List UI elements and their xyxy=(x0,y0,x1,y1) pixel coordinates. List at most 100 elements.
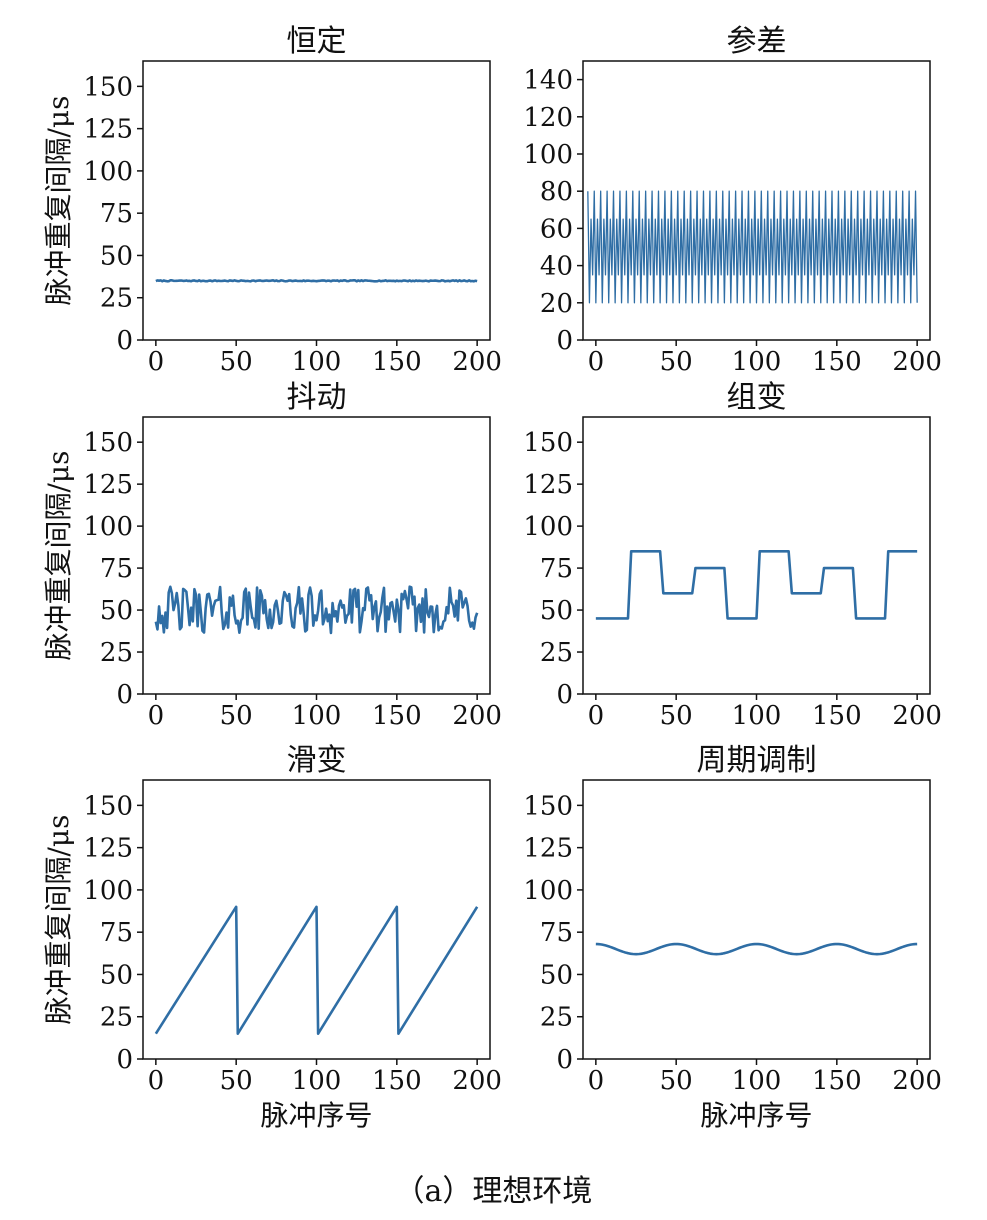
y-tick-label: 40 xyxy=(540,252,573,282)
y-tick-label: 75 xyxy=(540,918,573,948)
x-tick-label: 100 xyxy=(292,347,342,377)
series-line xyxy=(595,550,918,620)
x-tick-label: 200 xyxy=(452,1066,502,1096)
y-tick-label: 150 xyxy=(83,428,133,458)
series-line xyxy=(154,585,479,635)
x-tick-label: 50 xyxy=(220,701,253,731)
x-tick-label: 150 xyxy=(372,1066,422,1096)
y-tick-label: 0 xyxy=(556,1045,573,1075)
figure-caption: （a）理想环境 xyxy=(394,1174,593,1209)
y-axis-label: 脉冲重复间隔/μs xyxy=(42,95,75,305)
chart-title: 抖动 xyxy=(287,380,347,415)
y-tick-label: 60 xyxy=(540,214,573,244)
x-tick-label: 200 xyxy=(892,701,942,731)
x-tick-label: 0 xyxy=(588,701,605,731)
chart-panel-2: 参差 0 50 100 150 200 0 20 40 60 80 100 120 140 xyxy=(523,24,942,377)
series-line xyxy=(587,190,918,304)
y-tick-label: 20 xyxy=(540,289,573,319)
axes-frame xyxy=(582,779,931,1060)
x-tick-label: 200 xyxy=(892,1066,942,1096)
y-tick-label: 75 xyxy=(100,199,133,229)
x-tick-label: 150 xyxy=(372,701,422,731)
x-tick-label: 100 xyxy=(732,347,782,377)
y-tick-label: 100 xyxy=(523,140,573,170)
chart-title: 参差 xyxy=(727,24,787,59)
y-tick-label: 75 xyxy=(540,554,573,584)
y-axis-label: 脉冲重复间隔/μs xyxy=(42,450,75,660)
figure-svg: 恒定0 50 100 150 2000255075100125150脉冲重复间隔/μs参… xyxy=(42,24,942,1132)
x-axis-label: 脉冲序号 xyxy=(700,1099,812,1132)
y-tick-label: 150 xyxy=(523,428,573,458)
y-tick-label: 100 xyxy=(523,876,573,906)
x-tick-label: 100 xyxy=(292,1066,342,1096)
y-tick-label: 50 xyxy=(540,596,573,626)
y-tick-label: 0 xyxy=(116,326,133,356)
x-tick-label: 150 xyxy=(812,701,862,731)
x-tick-label: 0 xyxy=(588,347,605,377)
y-tick-label: 50 xyxy=(540,960,573,990)
y-tick-label: 75 xyxy=(100,554,133,584)
axes-frame xyxy=(142,60,491,341)
y-tick-label: 50 xyxy=(100,960,133,990)
x-tick-label: 0 xyxy=(148,347,165,377)
x-tick-label: 100 xyxy=(732,1066,782,1096)
axes-frame xyxy=(582,416,931,695)
y-tick-label: 125 xyxy=(83,470,133,500)
y-tick-label: 25 xyxy=(100,638,133,668)
chart-panel-4: 组变 0 50 100 150 200 0 25 50 75 100 125 150 xyxy=(523,380,942,731)
chart-panel-1: 恒定 0 50 100 150 200 0 25 50 75 100 125 150 脉冲重复间隔/μs xyxy=(42,24,502,377)
x-tick-label: 0 xyxy=(588,1066,605,1096)
y-tick-label: 125 xyxy=(83,834,133,864)
y-tick-label: 120 xyxy=(523,103,573,133)
series-line xyxy=(595,942,918,956)
x-tick-label: 50 xyxy=(660,347,693,377)
chart-title: 周期调制 xyxy=(697,743,817,778)
x-tick-label: 100 xyxy=(292,701,342,731)
y-tick-label: 25 xyxy=(100,1003,133,1033)
series-line xyxy=(154,905,479,1035)
x-tick-label: 50 xyxy=(220,347,253,377)
y-tick-label: 50 xyxy=(100,596,133,626)
chart-panel-5: 滑变 0 50 100 150 200 0 25 50 75 100 125 150 脉冲重复间隔/μs 脉… xyxy=(42,743,502,1132)
y-tick-label: 25 xyxy=(100,284,133,314)
y-tick-label: 100 xyxy=(83,512,133,542)
series-line xyxy=(155,279,478,283)
y-tick-label: 100 xyxy=(83,157,133,187)
axes-frame xyxy=(142,416,491,695)
x-tick-label: 200 xyxy=(452,347,502,377)
y-tick-label: 0 xyxy=(116,1045,133,1075)
x-tick-label: 50 xyxy=(220,1066,253,1096)
y-tick-label: 50 xyxy=(100,241,133,271)
x-tick-label: 50 xyxy=(660,701,693,731)
y-tick-label: 150 xyxy=(83,791,133,821)
y-tick-label: 150 xyxy=(83,72,133,102)
x-tick-label: 100 xyxy=(732,701,782,731)
x-tick-label: 150 xyxy=(372,347,422,377)
y-tick-label: 100 xyxy=(523,512,573,542)
x-axis-label: 脉冲序号 xyxy=(260,1099,372,1132)
y-tick-label: 100 xyxy=(83,876,133,906)
x-tick-label: 0 xyxy=(148,701,165,731)
chart-title: 恒定 xyxy=(287,24,347,59)
y-tick-label: 0 xyxy=(556,680,573,710)
y-tick-label: 125 xyxy=(523,470,573,500)
y-tick-label: 150 xyxy=(523,791,573,821)
x-tick-label: 200 xyxy=(892,347,942,377)
y-tick-label: 75 xyxy=(100,918,133,948)
y-tick-label: 0 xyxy=(556,326,573,356)
y-axis-label: 脉冲重复间隔/μs xyxy=(42,814,75,1024)
y-tick-label: 125 xyxy=(523,834,573,864)
chart-title: 滑变 xyxy=(287,743,347,778)
chart-panel-3: 抖动 0 50 100 150 200 0 25 50 75 100 125 150 脉冲重复间隔/μs xyxy=(42,380,502,731)
y-tick-label: 80 xyxy=(540,177,573,207)
y-tick-label: 125 xyxy=(83,115,133,145)
y-tick-label: 140 xyxy=(523,66,573,96)
x-tick-label: 50 xyxy=(660,1066,693,1096)
x-tick-label: 150 xyxy=(812,1066,862,1096)
chart-title: 组变 xyxy=(727,380,787,415)
x-tick-label: 150 xyxy=(812,347,862,377)
y-tick-label: 25 xyxy=(540,1003,573,1033)
y-tick-label: 0 xyxy=(116,680,133,710)
x-tick-label: 200 xyxy=(452,701,502,731)
